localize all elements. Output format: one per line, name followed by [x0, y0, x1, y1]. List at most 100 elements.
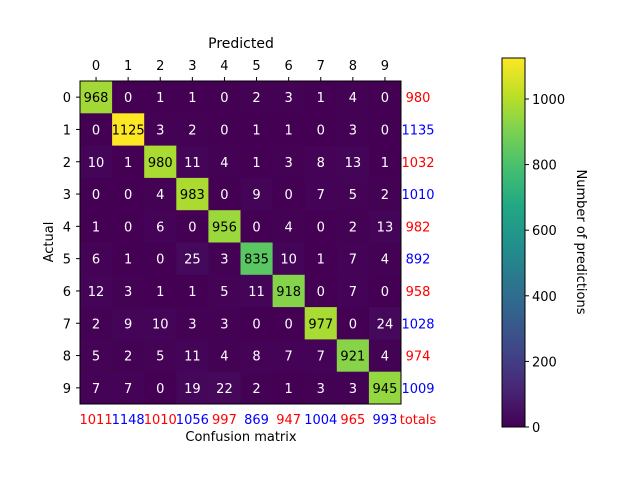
- matrix-cell-value: 0: [285, 317, 293, 332]
- matrix-cell-value: 0: [317, 123, 325, 138]
- matrix-cell: [176, 339, 209, 373]
- matrix-cell-value: 3: [349, 382, 357, 397]
- y-tick-label: 6: [63, 285, 71, 300]
- matrix-cell-value: 9: [124, 317, 132, 332]
- matrix-cell-value: 3: [220, 317, 228, 332]
- matrix-cell-value: 1: [252, 123, 260, 138]
- x-tick-label: 0: [92, 59, 100, 74]
- matrix-cell-value: 24: [377, 317, 394, 332]
- matrix-cell-value: 0: [252, 317, 260, 332]
- matrix-cell-value: 8: [252, 350, 260, 365]
- matrix-cell-value: 0: [381, 91, 389, 106]
- matrix-cell-value: 8: [317, 156, 325, 171]
- matrix-cell: [112, 81, 145, 114]
- matrix-cell-value: 0: [252, 220, 260, 235]
- x-axis-label: Confusion matrix: [185, 430, 296, 445]
- colorbar: [501, 57, 526, 428]
- matrix-cell-value: 5: [92, 350, 100, 365]
- matrix-cell-value: 1: [124, 253, 132, 268]
- colorbar-label: Number of predictions: [573, 169, 588, 314]
- matrix-cell-value: 980: [148, 156, 173, 171]
- matrix-cell: [80, 113, 113, 147]
- matrix-cell: [304, 274, 338, 308]
- matrix-cell: [112, 339, 145, 373]
- matrix-cell: [208, 177, 241, 211]
- matrix-cell: [80, 307, 113, 340]
- matrix-cell-value: 2: [188, 123, 196, 138]
- matrix-cell-value: 13: [345, 156, 362, 171]
- column-total: 869: [244, 413, 269, 428]
- matrix-cell-value: 7: [124, 382, 132, 397]
- x-tick-label: 4: [220, 59, 228, 74]
- x-tick-label: 9: [381, 59, 389, 74]
- matrix-cell-value: 7: [349, 285, 357, 300]
- matrix-cell: [304, 307, 338, 340]
- matrix-cell-value: 2: [381, 188, 389, 203]
- matrix-cell-value: 1: [156, 91, 164, 106]
- matrix-cell: [368, 210, 402, 243]
- matrix-cell: [208, 307, 241, 340]
- matrix-cell: [304, 242, 338, 276]
- x-tick-label: 5: [252, 59, 260, 74]
- matrix-cell-value: 1125: [112, 123, 145, 138]
- matrix-cell: [368, 371, 402, 405]
- matrix-cell: [304, 371, 338, 405]
- matrix-cell-value: 0: [317, 285, 325, 300]
- matrix-cell-value: 0: [92, 123, 100, 138]
- row-total: 1135: [401, 123, 434, 138]
- matrix-cell: [176, 307, 209, 340]
- chart-title: Predicted: [208, 36, 274, 52]
- row-total: 980: [406, 91, 431, 106]
- matrix-cell-value: 1: [317, 253, 325, 268]
- matrix-cell-value: 4: [381, 350, 389, 365]
- colorbar-tick-label: 800: [532, 159, 557, 174]
- column-total: 1004: [304, 413, 337, 428]
- matrix-cell: [208, 274, 241, 308]
- matrix-cell-value: 1: [317, 91, 325, 106]
- matrix-cell-value: 13: [377, 220, 394, 235]
- matrix-cell-value: 1: [252, 156, 260, 171]
- row-total: 958: [406, 285, 431, 300]
- matrix-cell: [80, 371, 113, 405]
- matrix-cell-value: 3: [285, 156, 293, 171]
- matrix-cell-value: 977: [308, 317, 333, 332]
- matrix-cell: [272, 307, 306, 340]
- y-tick-label: 5: [63, 253, 71, 268]
- matrix-cell: [80, 210, 113, 243]
- matrix-cell: [368, 242, 402, 276]
- matrix-cell-value: 5: [220, 285, 228, 300]
- y-tick-label: 8: [63, 350, 71, 365]
- matrix-cell-value: 3: [285, 91, 293, 106]
- matrix-cell: [336, 145, 370, 179]
- x-tick-label: 1: [124, 59, 132, 74]
- column-totals: 1011 1148 1010 1056 997 869 947 1004 965 993: [80, 413, 398, 428]
- matrix-cell-value: 1: [188, 91, 196, 106]
- matrix-cell-value: 3: [349, 123, 357, 138]
- matrix-cell: [272, 339, 306, 373]
- matrix-cell: [240, 371, 274, 405]
- matrix-cell: [240, 113, 274, 147]
- matrix-cell-value: 956: [212, 220, 237, 235]
- row-total: 1028: [401, 317, 434, 332]
- matrix-cell-value: 4: [220, 156, 228, 171]
- y-tick-label: 9: [63, 382, 71, 397]
- matrix-cell: [80, 274, 113, 308]
- row-total: 1032: [401, 156, 434, 171]
- matrix-cell-value: 0: [220, 91, 228, 106]
- y-tick-label: 4: [63, 220, 71, 235]
- matrix-cell-value: 22: [216, 382, 233, 397]
- matrix-cell: [272, 242, 306, 276]
- y-tick-label: 2: [63, 156, 71, 171]
- matrix-cell: [112, 145, 145, 179]
- matrix-cell-value: 0: [156, 382, 164, 397]
- matrix-cell-value: 11: [184, 350, 201, 365]
- matrix-cell-value: 983: [180, 188, 205, 203]
- matrix-cell: [368, 113, 402, 147]
- matrix-cell: [208, 210, 241, 243]
- matrix-cell: [240, 307, 274, 340]
- totals-label: totals: [400, 413, 437, 428]
- matrix-cell: [272, 274, 306, 308]
- matrix-cell: [272, 145, 306, 179]
- row-total: 1010: [401, 188, 434, 203]
- matrix-cell: [272, 81, 306, 114]
